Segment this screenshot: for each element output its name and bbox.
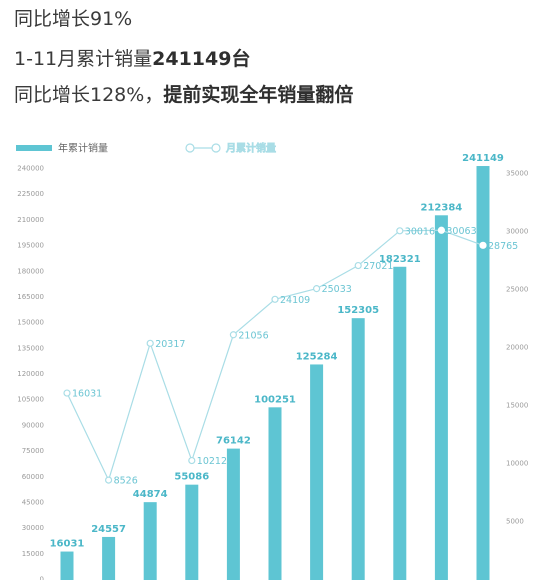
bar-value-label: 125284 <box>296 351 338 362</box>
bar-value-label: 100251 <box>254 394 296 405</box>
line-point <box>104 476 113 484</box>
line-value-label: 30016 <box>405 226 435 237</box>
bar-value-label: 182321 <box>379 254 421 265</box>
left-axis-tick: 180000 <box>17 267 44 275</box>
legend-bar-label: 年累计销量 <box>58 142 108 155</box>
headline-yoy-bold: 提前实现全年销量翻倍 <box>163 84 354 106</box>
left-axis-tick: 135000 <box>17 344 44 352</box>
left-axis-tick: 165000 <box>17 293 44 301</box>
bar-value-label: 76142 <box>216 436 251 447</box>
line-value-label: 21056 <box>238 330 268 341</box>
right-axis-tick: 25000 <box>506 286 528 294</box>
line-value-label: 20317 <box>155 339 185 350</box>
bar-value-label: 152305 <box>337 305 379 316</box>
line-value-label: 28765 <box>488 241 518 252</box>
bar <box>393 266 407 580</box>
left-axis-tick: 45000 <box>22 498 44 506</box>
bar <box>434 215 448 580</box>
line-point <box>313 285 321 293</box>
bar-value-label: 55086 <box>174 472 209 483</box>
bar <box>143 502 157 580</box>
left-axis-tick: 225000 <box>17 190 44 198</box>
left-axis-tick: 75000 <box>22 447 44 455</box>
line-labels: 16031 8526 20317 10212 21056 24109 25033 27021 3… <box>72 226 518 487</box>
right-axis-tick: 15000 <box>506 402 528 410</box>
bar <box>351 318 365 580</box>
bar <box>268 407 282 580</box>
bar-value-label: 44874 <box>133 489 168 500</box>
left-axis-tick: 195000 <box>17 242 44 250</box>
line-value-label: 10212 <box>197 456 227 467</box>
headline-cumulative-sales: 1-11月累计销量241149台 <box>14 46 250 72</box>
left-axis-tick: 0 <box>40 576 44 580</box>
line-value-label: 30063 <box>446 226 476 237</box>
line-point <box>146 339 154 347</box>
bar <box>310 364 324 580</box>
left-axis-tick: 120000 <box>17 370 44 378</box>
legend: 年累计销量 月累计销量 <box>16 141 277 155</box>
line-value-label: 24109 <box>280 295 310 306</box>
left-axis-tick: 30000 <box>22 524 44 532</box>
right-axis-tick: 10000 <box>506 460 528 468</box>
headline-cumulative-prefix: 1-11月累计销量 <box>14 48 153 70</box>
bar <box>185 484 199 580</box>
headline-cumulative-value: 241149台 <box>152 48 251 70</box>
right-axis-tick: 35000 <box>506 170 528 178</box>
headline-yoy: 同比增长128%，提前实现全年销量翻倍 <box>14 82 353 108</box>
right-axis-tick: 20000 <box>506 344 528 352</box>
line-point <box>63 389 71 397</box>
line-series <box>63 226 487 484</box>
right-axis-tick: 5000 <box>506 518 524 526</box>
line-point <box>479 241 487 249</box>
line-point <box>229 331 237 339</box>
bar-value-label: 16031 <box>50 539 85 550</box>
left-axis-tick: 210000 <box>17 216 44 224</box>
left-axis: 0 15000 30000 45000 60000 75000 90000 105000 120… <box>17 165 44 580</box>
bar <box>226 448 240 580</box>
sales-chart: 年累计销量 月累计销量 0 15000 30000 45000 60000 75000 90… <box>16 141 528 580</box>
legend-line-label: 月累计销量 <box>226 142 276 155</box>
right-axis: 5000 10000 15000 20000 25000 30000 35000 <box>506 170 528 526</box>
bar <box>476 166 490 580</box>
left-axis-tick: 150000 <box>17 319 44 327</box>
left-axis-tick: 15000 <box>22 550 44 558</box>
headline-growth-text: 同比增长91% <box>14 8 133 30</box>
legend-bar-swatch <box>16 145 52 151</box>
legend-line-marker-right <box>211 143 221 153</box>
line-point <box>271 295 279 303</box>
bar <box>60 551 74 580</box>
line-value-label: 25033 <box>322 284 352 295</box>
bar <box>102 536 116 580</box>
headline-yoy-prefix: 同比增长128%， <box>14 84 164 106</box>
bar-value-label: 241149 <box>462 153 504 164</box>
line-value-label: 27021 <box>363 261 393 272</box>
line-point <box>188 456 196 465</box>
left-axis-tick: 105000 <box>17 396 44 404</box>
bar-labels: 16031 24557 44874 55086 76142 100251 125284 152… <box>50 153 504 550</box>
left-axis-tick: 60000 <box>22 473 44 481</box>
bar-series <box>60 166 490 580</box>
line-point <box>354 261 362 270</box>
line-value-label: 16031 <box>72 389 102 400</box>
left-axis-tick: 240000 <box>17 165 44 173</box>
right-axis-tick: 30000 <box>506 228 528 236</box>
left-axis-tick: 90000 <box>22 421 44 429</box>
bar-value-label: 24557 <box>91 524 126 535</box>
line-point <box>396 227 404 235</box>
legend-line-marker-left <box>185 143 195 153</box>
line-point <box>437 226 445 234</box>
line-value-label: 8526 <box>114 476 138 487</box>
bar-value-label: 212384 <box>421 202 463 213</box>
headline-growth: 同比增长91% <box>14 6 132 32</box>
